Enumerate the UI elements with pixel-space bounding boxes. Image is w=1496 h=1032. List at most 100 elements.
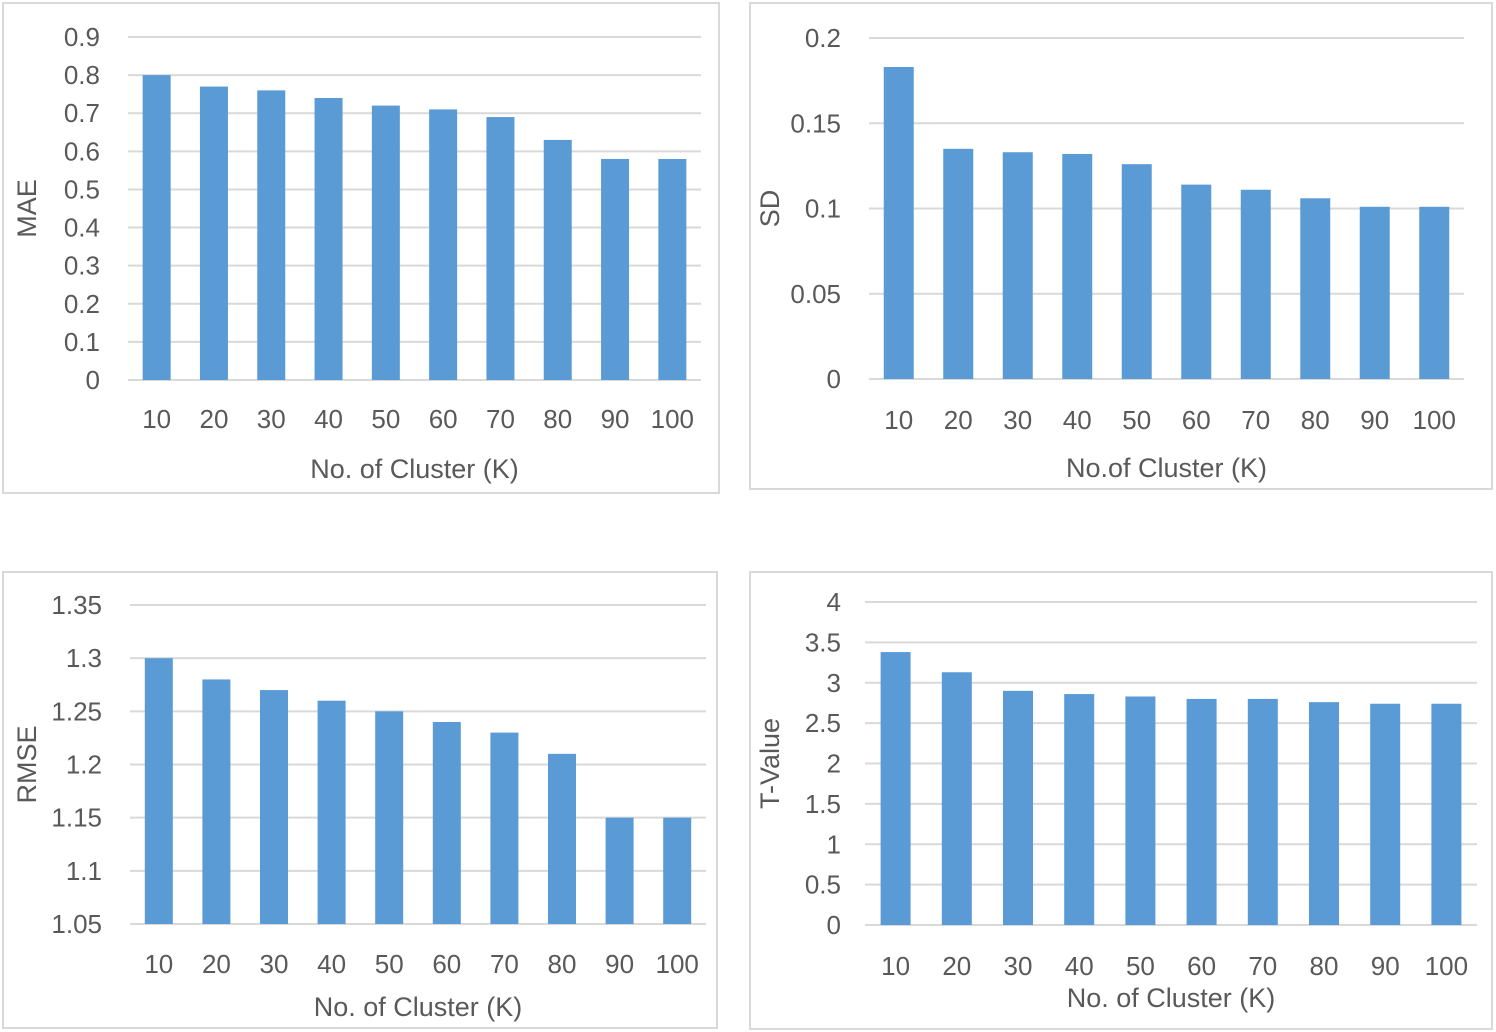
mae-bar	[257, 90, 286, 380]
mae-bar	[199, 86, 228, 381]
rmse-y-tick-label: 1.1	[66, 856, 102, 886]
mae-x-tick-label: 20	[199, 404, 228, 434]
mae-x-tick-label: 40	[314, 404, 343, 434]
rmse-bar	[490, 732, 519, 924]
tvalue-bar	[1064, 694, 1095, 925]
rmse-y-tick-label: 1.2	[66, 750, 102, 780]
tvalue-bar	[1003, 690, 1033, 925]
sd-bar	[1300, 198, 1331, 379]
mae-x-tick-label: 10	[142, 404, 171, 434]
rmse-bar	[375, 711, 404, 924]
mae-y-tick-label: 0	[86, 365, 100, 395]
mae-bar	[658, 158, 687, 380]
sd-x-tick-label: 100	[1413, 405, 1456, 435]
rmse-x-tick-label: 20	[202, 949, 231, 979]
mae-y-tick-label: 0.6	[64, 136, 100, 166]
mae-chart: 0 0.1 0.2 0.3 0.4 0.5 0.6 0.7 0.8 0.9 10 20 30 40 50 60…	[12, 22, 701, 484]
mae-y-tick-label: 0.2	[64, 289, 100, 319]
mae-y-tick-label: 0.8	[64, 60, 100, 90]
mae-bar	[314, 97, 343, 380]
rmse-x-tick-label: 50	[375, 949, 404, 979]
tvalue-bar	[1125, 696, 1156, 925]
rmse-chart: 1.05 1.1 1.15 1.2 1.25 1.3 1.35 10 20 30 40 50 60 70 8…	[12, 590, 706, 1022]
rmse-bar	[144, 658, 173, 924]
mae-bar	[371, 105, 400, 380]
rmse-y-tick-label: 1.35	[51, 590, 102, 620]
sd-x-tick-label: 30	[1003, 405, 1032, 435]
mae-x-axis-title: No. of Cluster (K)	[310, 454, 519, 484]
tvalue-x-tick-label: 90	[1371, 951, 1400, 981]
sd-bar	[943, 148, 974, 379]
sd-x-tick-label: 50	[1122, 405, 1151, 435]
tvalue-y-axis-title: T-Value	[755, 718, 785, 809]
sd-bar	[1062, 153, 1093, 379]
mae-y-tick-label: 0.9	[64, 22, 100, 52]
tvalue-y-tick-label: 3.5	[805, 627, 841, 657]
mae-bar	[486, 117, 515, 381]
mae-bar	[601, 158, 630, 380]
tvalue-x-tick-label: 40	[1065, 951, 1094, 981]
mae-x-tick-label: 80	[543, 404, 572, 434]
rmse-x-tick-label: 70	[490, 949, 519, 979]
rmse-x-axis-title: No. of Cluster (K)	[314, 992, 523, 1022]
sd-bar	[883, 66, 914, 380]
tvalue-y-tick-label: 2.5	[805, 708, 841, 738]
rmse-y-tick-label: 1.15	[51, 803, 102, 833]
sd-x-tick-label: 60	[1182, 405, 1211, 435]
mae-x-tick-label: 100	[651, 404, 694, 434]
mae-chart-panel: 0 0.1 0.2 0.3 0.4 0.5 0.6 0.7 0.8 0.9 10 20 30 40 50 60…	[2, 2, 720, 494]
rmse-y-axis-title: RMSE	[12, 725, 42, 803]
sd-y-tick-label: 0	[827, 364, 841, 394]
sd-y-tick-label: 0.1	[805, 194, 841, 224]
mae-y-tick-label: 0.7	[64, 98, 100, 128]
mae-bar	[142, 75, 171, 380]
mae-x-tick-label: 60	[429, 404, 458, 434]
sd-x-tick-label: 40	[1063, 405, 1092, 435]
tvalue-x-tick-label: 60	[1187, 951, 1216, 981]
rmse-bar	[548, 753, 576, 924]
rmse-x-tick-label: 30	[260, 949, 289, 979]
mae-x-tick-label: 90	[601, 404, 630, 434]
sd-bar	[1359, 206, 1390, 379]
sd-x-tick-label: 20	[944, 405, 973, 435]
tvalue-bar	[941, 672, 972, 925]
rmse-bar	[202, 679, 231, 924]
sd-x-tick-label: 70	[1241, 405, 1270, 435]
rmse-bar	[605, 817, 634, 924]
sd-y-tick-label: 0.05	[790, 279, 841, 309]
mae-y-tick-label: 0.5	[64, 174, 100, 204]
tvalue-x-tick-label: 100	[1425, 951, 1468, 981]
mae-x-tick-label: 30	[257, 404, 286, 434]
tvalue-chart: 0 0.5 1 1.5 2 2.5 3 3.5 4 10 20 30 40 50 60 70 80 90 100 No…	[755, 587, 1477, 1013]
tvalue-y-tick-label: 3	[827, 668, 841, 698]
rmse-x-tick-label: 40	[317, 949, 346, 979]
tvalue-x-axis-title: No. of Cluster (K)	[1067, 983, 1276, 1013]
rmse-bar	[432, 721, 461, 924]
tvalue-x-tick-label: 50	[1126, 951, 1155, 981]
tvalue-y-tick-label: 0.5	[805, 870, 841, 900]
sd-bar	[1121, 164, 1152, 379]
sd-y-tick-label: 0.2	[805, 23, 841, 53]
mae-bar	[543, 139, 572, 380]
sd-x-tick-label: 10	[884, 405, 913, 435]
tvalue-bar	[880, 652, 911, 925]
tvalue-x-tick-label: 10	[881, 951, 910, 981]
rmse-bar	[663, 817, 692, 924]
mae-x-tick-label: 70	[486, 404, 515, 434]
rmse-chart-panel: 1.05 1.1 1.15 1.2 1.25 1.3 1.35 10 20 30 40 50 60 70 8…	[2, 571, 718, 1029]
sd-bar	[1002, 152, 1033, 379]
tvalue-bar	[1309, 702, 1339, 925]
rmse-x-tick-label: 60	[432, 949, 461, 979]
tvalue-x-tick-label: 20	[942, 951, 971, 981]
tvalue-x-tick-label: 30	[1004, 951, 1033, 981]
tvalue-bar	[1431, 703, 1462, 925]
rmse-bar	[317, 700, 346, 924]
sd-y-tick-label: 0.15	[790, 108, 841, 138]
mae-x-tick-label: 50	[371, 404, 400, 434]
tvalue-x-tick-label: 70	[1248, 951, 1277, 981]
sd-bar	[1419, 206, 1450, 379]
rmse-x-tick-label: 100	[656, 949, 699, 979]
tvalue-bar	[1186, 698, 1217, 925]
rmse-y-tick-label: 1.3	[66, 643, 102, 673]
rmse-bar	[260, 690, 288, 924]
